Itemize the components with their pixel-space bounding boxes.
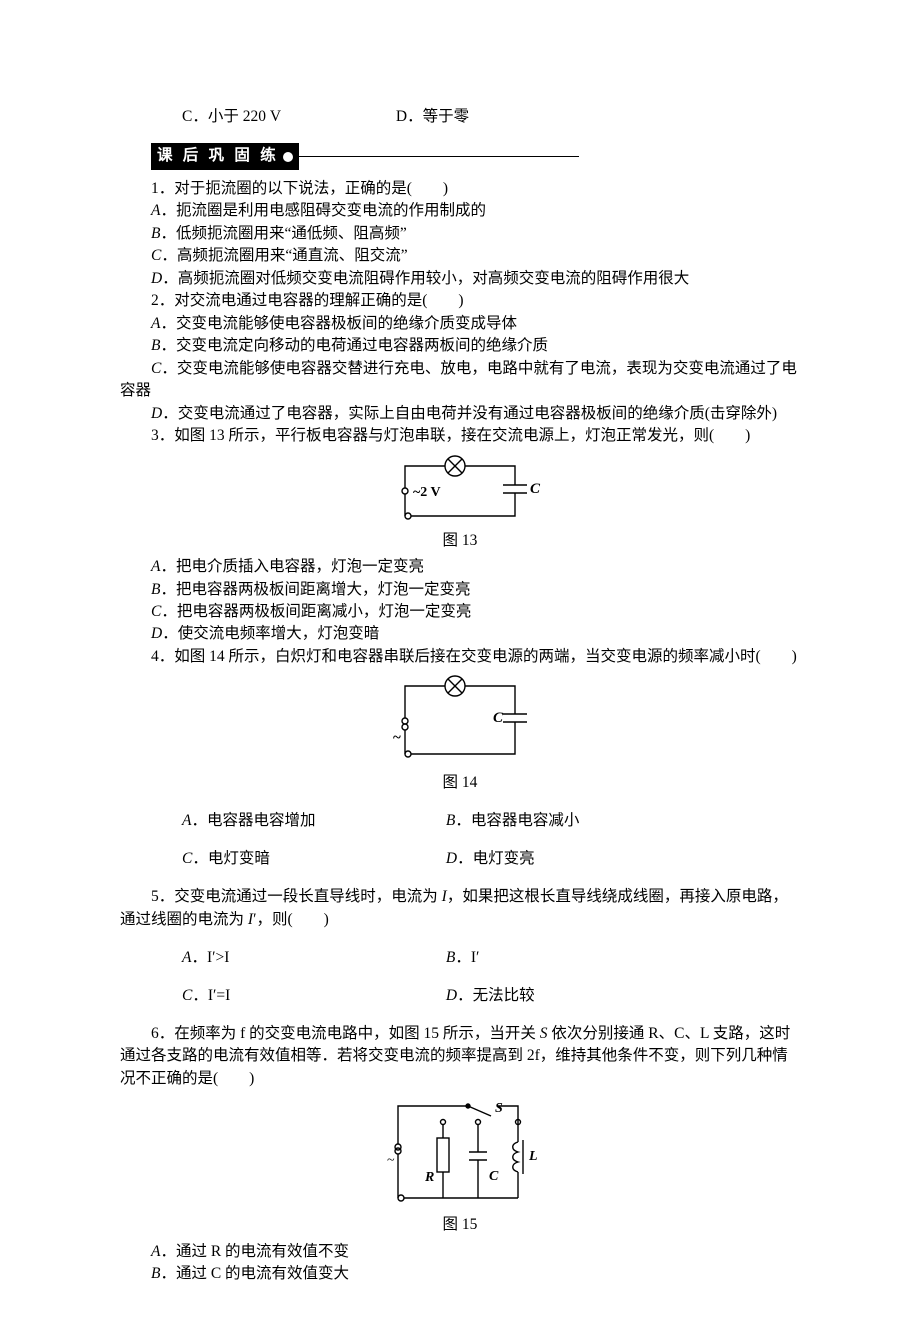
q4-D: D．电灯变亮	[415, 848, 535, 870]
q6-figure: S R C L ~	[120, 1094, 800, 1212]
q6-stem: 6．在频率为 f 的交变电流电路中，如图 15 所示，当开关 S 依次分别接通 …	[120, 1023, 800, 1090]
q4-A: A．电容器电容增加	[151, 810, 411, 832]
q5-row1: A．I′>I B．I′	[120, 947, 800, 969]
q3-circuit-icon: ~2 V C	[375, 452, 545, 528]
q4-cap-label: C	[493, 710, 504, 726]
q3-caption: 图 13	[120, 530, 800, 552]
q3-B: B．把电容器两极板间距离增大，灯泡一定变亮	[120, 579, 800, 601]
q4-circuit-icon: ~ C	[375, 672, 545, 770]
q3-cap-label: C	[530, 481, 541, 497]
q1-C: C．高频扼流圈用来“通直流、阻交流”	[120, 245, 800, 267]
q4-stem: 4．如图 14 所示，白炽灯和电容器串联后接在交变电源的两端，当交变电源的频率减…	[120, 646, 800, 668]
q6-L-label: L	[528, 1149, 538, 1164]
q6-S-label: S	[495, 1101, 503, 1116]
q3-D: D．使交流电频率增大，灯泡变暗	[120, 623, 800, 645]
q2-A: A．交变电流能够使电容器极板间的绝缘介质变成导体	[120, 313, 800, 335]
q2-D: D．交变电流通过了电容器，实际上自由电荷并没有通过电容器极板间的绝缘介质(击穿除…	[120, 403, 800, 425]
q6-R-label: R	[424, 1170, 434, 1185]
q3-C: C．把电容器两极板间距离减小，灯泡一定变亮	[120, 601, 800, 623]
q3-stem: 3．如图 13 所示，平行板电容器与灯泡串联，接在交流电源上，灯泡正常发光，则(…	[120, 425, 800, 447]
q3-A: A．把电介质插入电容器，灯泡一定变亮	[120, 556, 800, 578]
q3-figure: ~2 V C	[120, 452, 800, 528]
q4-row2: C．电灯变暗 D．电灯变亮	[120, 848, 800, 870]
prev-q-options: CC．小于 220 V DD．等于零	[120, 106, 800, 128]
q2-B: B．交变电流定向移动的电荷通过电容器两板间的绝缘介质	[120, 335, 800, 357]
q4-caption: 图 14	[120, 772, 800, 794]
section-bar-label: 课 后 巩 固 练	[157, 145, 279, 167]
q5-A: A．I′>I	[151, 947, 411, 969]
q4-row1: A．电容器电容增加 B．电容器电容减小	[120, 810, 800, 832]
q2-C: C．交变电流能够使电容器交替进行充电、放电，电路中就有了电流，表现为交变电流通过…	[120, 358, 800, 403]
q4-B: B．电容器电容减小	[415, 810, 579, 832]
q3-src-label: ~2 V	[413, 485, 441, 500]
q1-D: D．高频扼流圈对低频交变电流阻碍作用较小，对高频交变电流的阻碍作用很大	[120, 268, 800, 290]
section-bar: 课 后 巩 固 练	[151, 143, 299, 169]
q1-stem: 1．对于扼流圈的以下说法，正确的是( )	[120, 178, 800, 200]
q4-src-label: ~	[393, 730, 401, 746]
q2-stem: 2．对交流电通过电容器的理解正确的是( )	[120, 290, 800, 312]
q6-src-label: ~	[387, 1153, 395, 1168]
q5-row2: C．I′=I D．无法比较	[120, 985, 800, 1007]
q6-A: A．通过 R 的电流有效值不变	[120, 1241, 800, 1263]
q1-B: B．低频扼流圈用来“通低频、阻高频”	[120, 223, 800, 245]
q6-circuit-icon: S R C L ~	[373, 1094, 548, 1212]
opt-c-text: C．小于 220 V	[182, 108, 281, 125]
q1-A: A．扼流圈是利用电感阻碍交变电流的作用制成的	[120, 200, 800, 222]
section-bar-dot-icon	[283, 152, 293, 162]
q6-B: B．通过 C 的电流有效值变大	[120, 1263, 800, 1285]
section-bar-row: 课 后 巩 固 练	[151, 143, 800, 169]
q5-C: C．I′=I	[151, 985, 411, 1007]
section-bar-rule	[299, 156, 579, 157]
q5-B: B．I′	[415, 947, 480, 969]
q4-C: C．电灯变暗	[151, 848, 411, 870]
q5-D: D．无法比较	[415, 985, 535, 1007]
q4-figure: ~ C	[120, 672, 800, 770]
opt-d-text: D．等于零	[396, 108, 469, 125]
q5-stem: 5．交变电流通过一段长直导线时，电流为 I，如果把这根长直导线绕成线圈，再接入原…	[120, 886, 800, 931]
q6-C-label: C	[489, 1169, 499, 1184]
q6-caption: 图 15	[120, 1214, 800, 1236]
